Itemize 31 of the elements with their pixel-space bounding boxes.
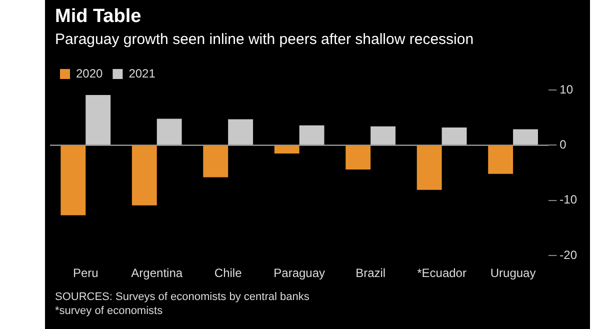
x-tick-label: Peru (72, 266, 98, 280)
bar (442, 128, 467, 145)
text: *survey of economists (55, 304, 164, 318)
chart-subtitle: Paraguay growth seen inline with peers after shallow recession (55, 31, 474, 48)
x-tick-label: Argentina (131, 266, 183, 280)
bar (274, 146, 300, 154)
bar (228, 119, 254, 145)
bar (370, 126, 396, 145)
x-tick-label: Brazil (356, 266, 386, 280)
source-note: SOURCES: Surveys of economists by central banks (55, 290, 310, 304)
bar (203, 146, 228, 178)
y-tick-label: 0 (560, 138, 567, 152)
bar (488, 146, 514, 174)
bar (513, 129, 538, 145)
bar (132, 146, 157, 206)
x-tick-label: *Ecuador (417, 266, 466, 280)
x-tick-label: Uruguay (490, 266, 536, 280)
bar (416, 146, 442, 190)
y-tick-label: -20 (560, 248, 578, 262)
x-tick-label: Chile (214, 266, 242, 280)
legend-label: 2020 (76, 66, 104, 80)
chart-title: Mid Table (55, 6, 142, 28)
bar (346, 146, 371, 170)
x-tick-label: Paraguay (274, 266, 326, 280)
legend-label: 2021 (128, 66, 156, 80)
bar (86, 94, 111, 145)
bar (156, 118, 182, 145)
bar (299, 125, 324, 145)
bar (60, 146, 86, 216)
y-tick-label: -10 (560, 192, 578, 207)
y-tick-label: 10 (560, 82, 574, 96)
